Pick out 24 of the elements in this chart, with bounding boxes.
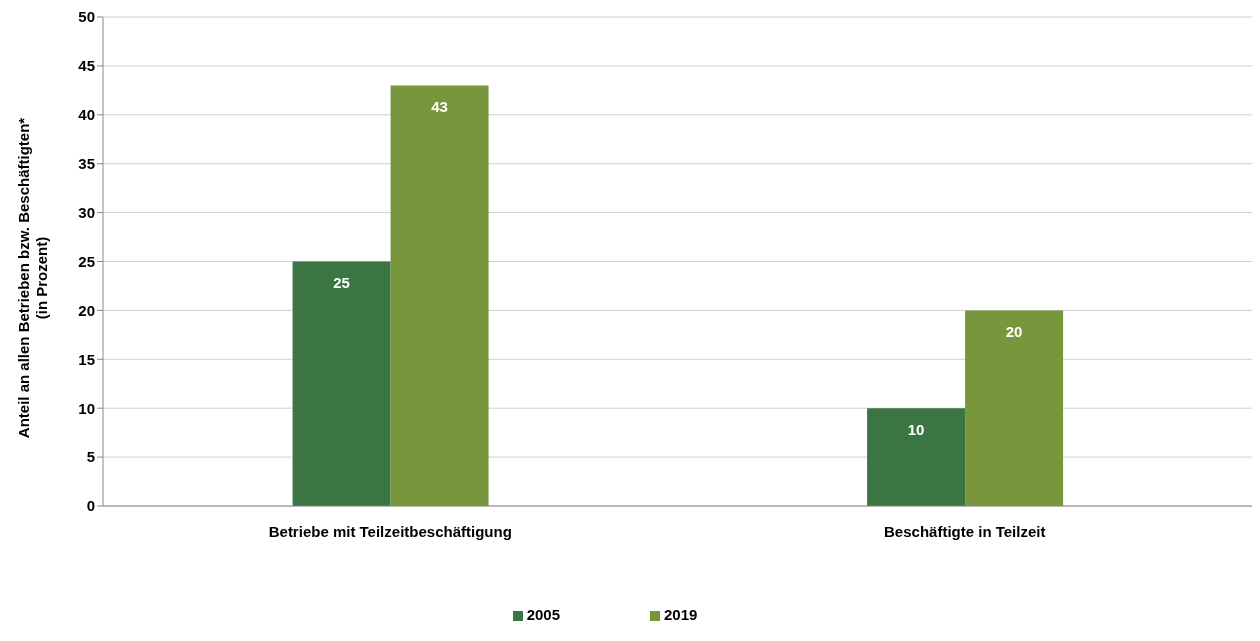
y-tick-label: 30: [78, 203, 95, 221]
y-tick-label: 10: [78, 399, 95, 417]
y-axis-title: Anteil an allen Betrieben bzw. Beschäftigten* (in Prozent): [15, 117, 50, 439]
x-tick-label: Betriebe mit Teilzeitbeschäftigung: [268, 522, 512, 540]
data-label: 25: [333, 274, 350, 292]
y-tick-label: 40: [78, 106, 95, 124]
y-tick-label: 15: [78, 350, 95, 368]
x-tick-label: Beschäftigte in Teilzeit: [884, 522, 1046, 540]
y-tick-label: 20: [78, 301, 95, 319]
legend-label: 2019: [664, 606, 698, 623]
bar: [390, 85, 489, 506]
data-label: 10: [907, 420, 925, 438]
y-tick-label: 25: [78, 252, 95, 270]
bar: [867, 408, 966, 506]
y-tick-label: 50: [78, 8, 95, 26]
bar: [965, 310, 1064, 506]
data-label: 20: [1005, 323, 1023, 341]
y-tick-label: 0: [86, 497, 95, 515]
bar: [292, 261, 391, 506]
data-label: 43: [431, 98, 448, 116]
y-tick-label: 45: [78, 57, 95, 75]
y-tick-label: 5: [86, 448, 95, 466]
legend-label: 2005: [526, 606, 560, 623]
y-tick-label: 35: [78, 155, 95, 173]
